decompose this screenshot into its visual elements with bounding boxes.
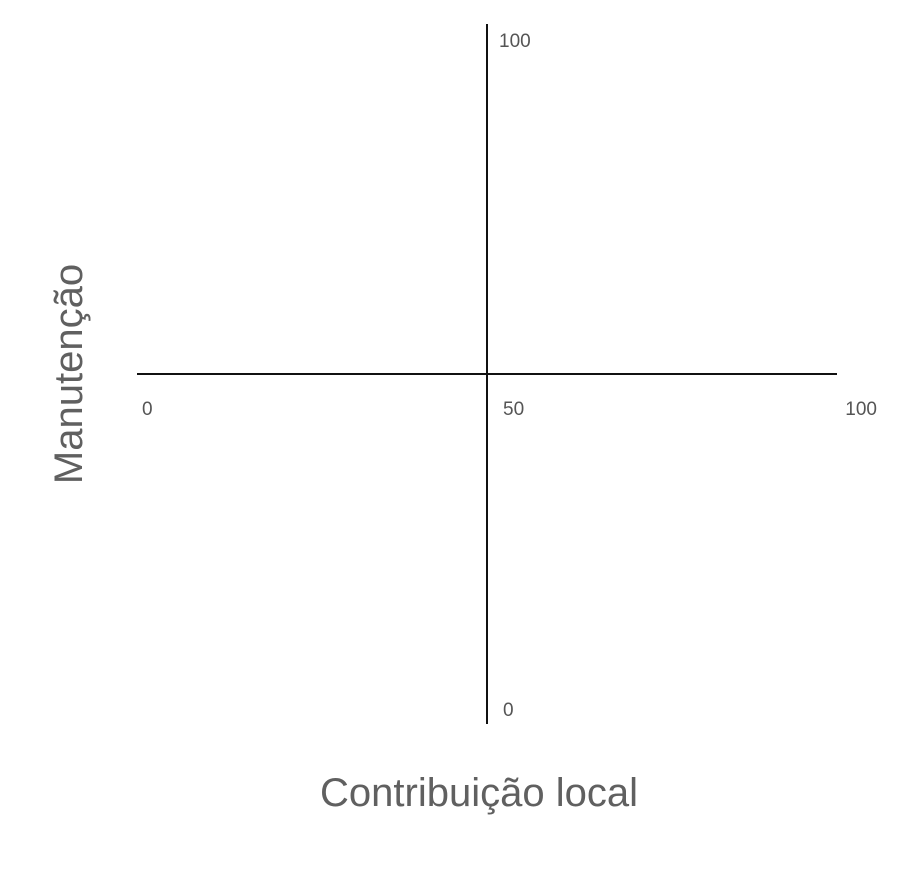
y-tick-label: 0 [503, 700, 514, 721]
y-axis-title: Manutenção [47, 264, 91, 484]
axes-layer [137, 24, 837, 724]
y-tick-label: 100 [499, 31, 531, 52]
x-axis-title: Contribuição local [320, 771, 638, 815]
x-tick-label: 50 [503, 399, 524, 420]
ticks-layer: 0 50 100 0 100 [142, 31, 877, 721]
x-tick-label: 0 [142, 399, 153, 420]
x-tick-label: 100 [845, 399, 877, 420]
